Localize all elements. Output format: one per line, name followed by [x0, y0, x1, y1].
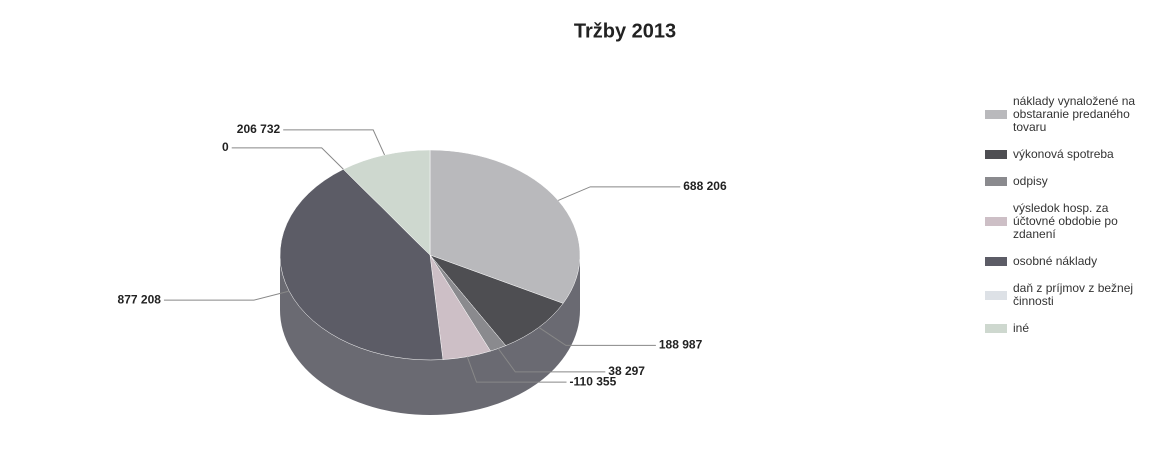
data-label: 0	[222, 140, 229, 154]
legend-swatch	[985, 290, 1007, 300]
legend-swatch	[985, 177, 1007, 186]
legend-item: výsledok hosp. za účtovné obdobie po zda…	[985, 202, 1165, 241]
pie-slice	[342, 149, 431, 256]
legend-label: odpisy	[1013, 174, 1048, 188]
data-label: 877 208	[118, 292, 162, 306]
legend-item: výkonová spotreba	[985, 148, 1165, 161]
legend-swatch	[985, 110, 1007, 119]
data-label: 38 297	[608, 364, 645, 378]
legend-item: daň z príjmov z bežnej činnosti	[985, 282, 1165, 308]
leader-line	[497, 348, 606, 373]
pie-slice	[429, 149, 581, 304]
legend-swatch	[985, 257, 1007, 266]
legend-swatch	[985, 324, 1007, 333]
pie-slice	[279, 168, 444, 361]
legend-item: náklady vynaložené na obstaranie predané…	[985, 95, 1165, 134]
leader-line	[283, 129, 386, 156]
legend-label: osobné náklady	[1013, 254, 1098, 268]
data-label: 688 206	[683, 179, 727, 193]
legend-label: výsledok hosp. za účtovné obdobie po zda…	[1013, 201, 1118, 241]
legend-label: iné	[1013, 321, 1030, 335]
legend-label: náklady vynaložené na obstaranie predané…	[1013, 94, 1136, 134]
leader-line	[163, 290, 290, 301]
legend-label: výkonová spotreba	[1013, 147, 1114, 161]
data-label: -110 355	[570, 374, 617, 388]
leader-line	[538, 326, 656, 346]
chart-title: Tržby 2013	[574, 20, 676, 42]
leader-line	[557, 186, 681, 201]
legend-label: daň z príjmov z bežnej činnosti	[1013, 281, 1134, 308]
legend-item: osobné náklady	[985, 255, 1165, 268]
legend-swatch	[985, 217, 1007, 226]
pie-slice	[429, 254, 564, 346]
legend-item: odpisy	[985, 175, 1165, 188]
leader-line	[231, 147, 344, 170]
leader-line	[466, 356, 567, 383]
data-label: 206 732	[237, 122, 281, 136]
data-label: 188 987	[659, 338, 703, 352]
legend-item: iné	[985, 322, 1165, 335]
legend-swatch	[985, 150, 1007, 159]
legend: náklady vynaložené na obstaranie predané…	[985, 95, 1165, 349]
